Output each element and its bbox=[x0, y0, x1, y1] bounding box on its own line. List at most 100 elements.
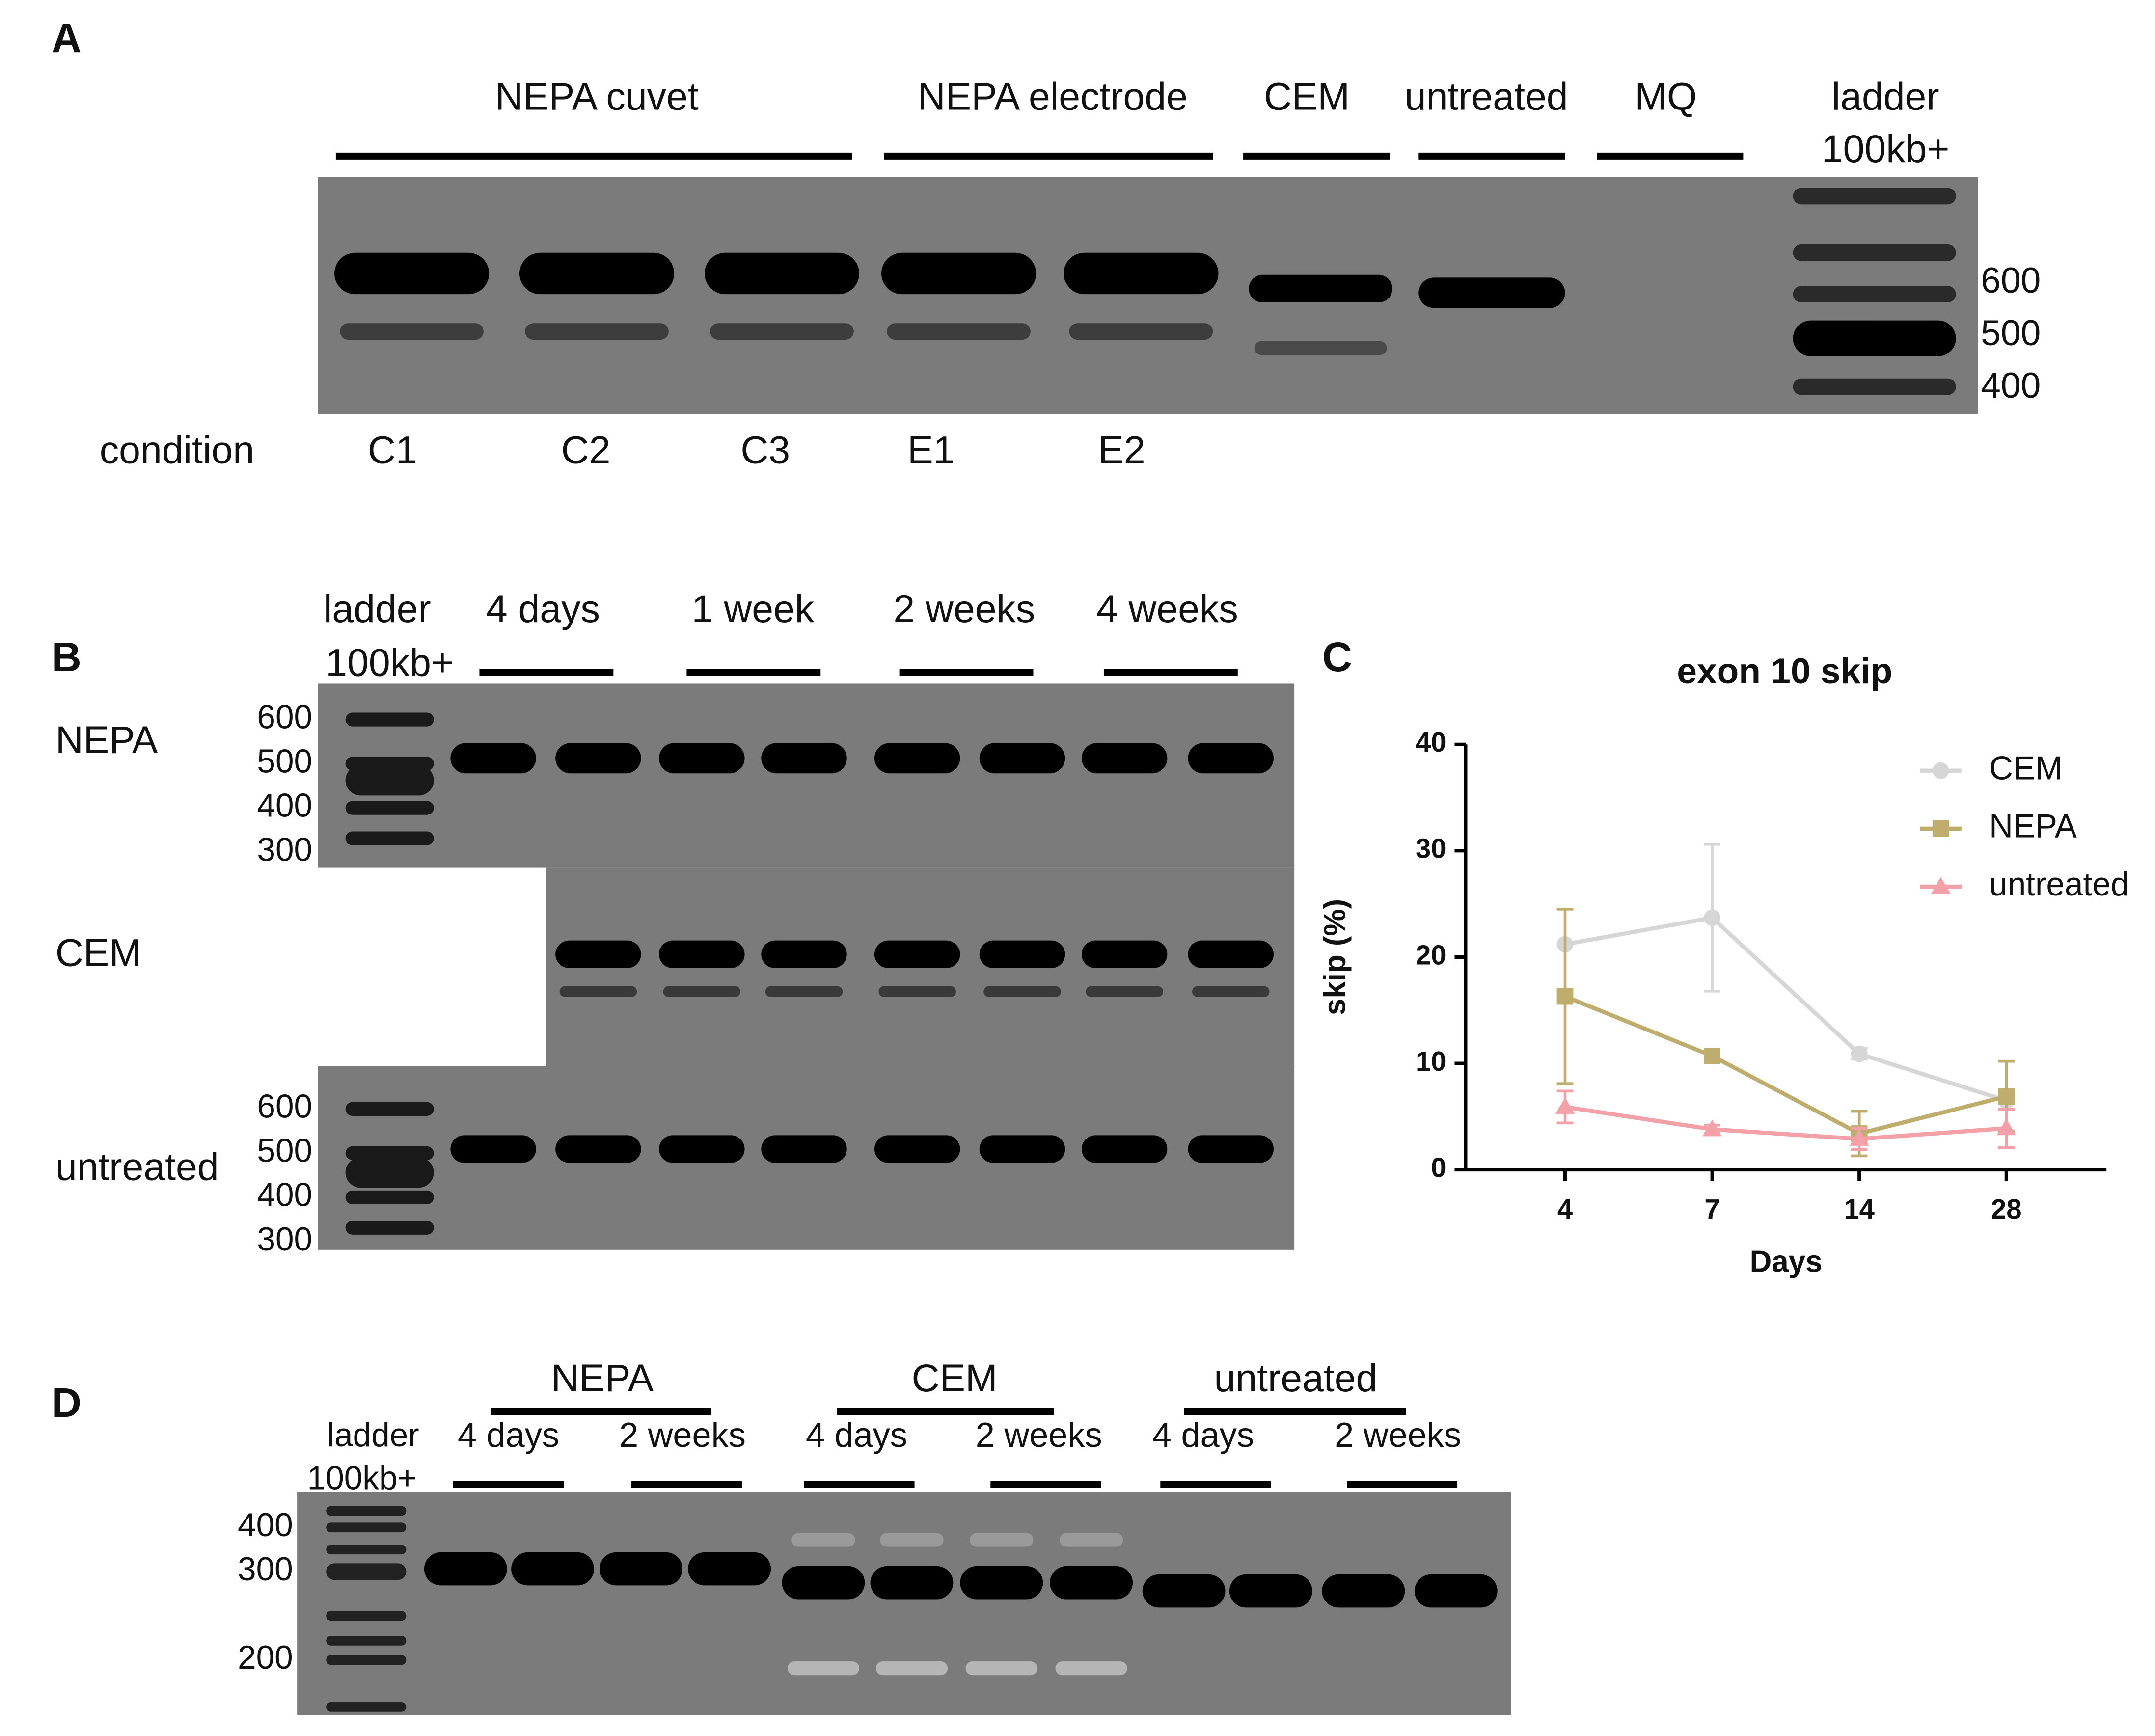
band bbox=[1192, 986, 1270, 998]
band bbox=[874, 940, 960, 968]
group-label: NEPA electrode bbox=[918, 75, 1188, 118]
band bbox=[1081, 1135, 1168, 1163]
band bbox=[960, 1566, 1043, 1600]
size-label: 500 bbox=[1981, 313, 2041, 353]
gel bbox=[318, 683, 1295, 868]
band bbox=[787, 1661, 860, 1676]
band bbox=[970, 1533, 1034, 1547]
band bbox=[450, 743, 536, 774]
timepoint-label: 2 weeks bbox=[1335, 1415, 1461, 1454]
y-tick-label: 10 bbox=[1416, 1046, 1446, 1077]
band bbox=[334, 252, 490, 295]
band bbox=[1254, 341, 1387, 355]
panel-label: D bbox=[52, 1380, 82, 1426]
band bbox=[511, 1552, 594, 1586]
band bbox=[1793, 286, 1956, 303]
band bbox=[1188, 940, 1274, 968]
band bbox=[1793, 188, 1956, 205]
band bbox=[1229, 1574, 1312, 1608]
band bbox=[1059, 1533, 1123, 1547]
lane-label: C1 bbox=[368, 428, 417, 471]
marker bbox=[1702, 1119, 1722, 1137]
ladder-label: 100kb+ bbox=[307, 1460, 417, 1496]
band bbox=[1793, 378, 1956, 395]
band bbox=[345, 1157, 434, 1188]
band bbox=[424, 1552, 507, 1586]
y-tick-label: 40 bbox=[1416, 727, 1446, 758]
ladder-label: 100kb+ bbox=[1822, 127, 1950, 170]
marker bbox=[1849, 1129, 1869, 1146]
legend-label: CEM bbox=[1989, 750, 2063, 787]
band bbox=[345, 1221, 434, 1235]
size-label: 500 bbox=[257, 1133, 312, 1169]
marker bbox=[1931, 877, 1951, 894]
band bbox=[345, 1102, 434, 1116]
band bbox=[326, 1506, 407, 1516]
band bbox=[659, 940, 745, 968]
ladder-label: ladder bbox=[324, 587, 431, 630]
x-axis-label: Days bbox=[1750, 1245, 1823, 1278]
timepoint-label: 4 days bbox=[806, 1415, 907, 1454]
lane-label: E2 bbox=[1098, 428, 1145, 471]
band bbox=[559, 986, 637, 998]
ladder-label: ladder bbox=[1832, 75, 1939, 118]
band bbox=[326, 1522, 407, 1533]
band bbox=[1142, 1574, 1226, 1608]
size-label: 300 bbox=[238, 1551, 293, 1588]
band bbox=[555, 1135, 641, 1163]
band bbox=[875, 1661, 948, 1676]
timepoint-label: 2 weeks bbox=[619, 1415, 746, 1454]
size-label: 400 bbox=[257, 1177, 312, 1214]
band bbox=[870, 1566, 954, 1600]
band bbox=[450, 1135, 536, 1163]
ladder-label: 100kb+ bbox=[326, 641, 454, 684]
band bbox=[340, 323, 484, 340]
series-line bbox=[1564, 915, 2007, 1103]
band bbox=[326, 1636, 407, 1646]
band bbox=[1055, 1661, 1127, 1676]
x-tick-label: 4 bbox=[1557, 1194, 1573, 1224]
gel bbox=[318, 177, 1978, 414]
band bbox=[1793, 244, 1956, 261]
marker bbox=[1932, 820, 1949, 837]
band bbox=[887, 323, 1031, 340]
band bbox=[761, 940, 847, 968]
band bbox=[1069, 323, 1213, 340]
band bbox=[688, 1552, 771, 1586]
group-label: untreated bbox=[1405, 75, 1568, 118]
timepoint-label: 4 days bbox=[1152, 1415, 1254, 1454]
size-label: 500 bbox=[257, 743, 312, 780]
y-tick-label: 0 bbox=[1431, 1152, 1446, 1183]
y-axis-label: skip (%) bbox=[1318, 899, 1352, 1015]
band bbox=[600, 1552, 682, 1586]
group-label: untreated bbox=[1214, 1356, 1378, 1400]
marker bbox=[1851, 1045, 1868, 1062]
panel-label: B bbox=[52, 634, 82, 680]
band bbox=[326, 1702, 407, 1712]
band bbox=[874, 743, 960, 774]
band bbox=[710, 323, 854, 340]
band bbox=[345, 801, 434, 815]
band bbox=[659, 1135, 745, 1163]
x-tick-label: 7 bbox=[1704, 1194, 1719, 1224]
size-label: 600 bbox=[1981, 261, 2041, 300]
chart-title: exon 10 skip bbox=[1677, 651, 1892, 691]
group-label: MQ bbox=[1635, 75, 1697, 118]
band bbox=[761, 743, 847, 774]
lane-label: C2 bbox=[561, 428, 611, 471]
lane-label: E1 bbox=[907, 428, 955, 471]
band bbox=[782, 1566, 865, 1600]
y-tick-label: 20 bbox=[1416, 939, 1446, 970]
band bbox=[326, 1563, 407, 1580]
band bbox=[1793, 320, 1956, 356]
band bbox=[1322, 1574, 1405, 1608]
series-line bbox=[1564, 1105, 2007, 1141]
band bbox=[878, 986, 956, 998]
band bbox=[555, 940, 641, 968]
timepoint-label: 1 week bbox=[692, 587, 815, 630]
band bbox=[1414, 1574, 1498, 1608]
x-tick-label: 14 bbox=[1844, 1194, 1875, 1224]
band bbox=[874, 1135, 960, 1163]
legend-label: NEPA bbox=[1989, 808, 2077, 845]
